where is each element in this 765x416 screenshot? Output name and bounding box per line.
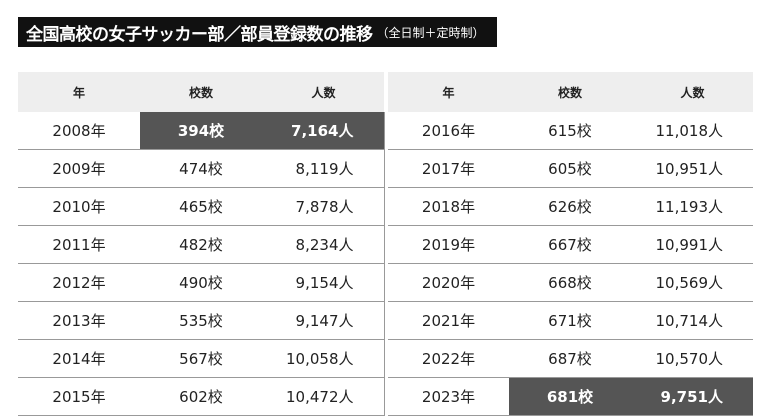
table-cell: 2013年 (18, 301, 140, 340)
table-body: 2008年 394校 7,164人 2016年 615校 11,018人 2009年 474校… (18, 112, 753, 416)
table-row: 2011年 482校 8,234人 2019年 667校 10,991人 (18, 225, 753, 264)
table-row: 2009年 474校 8,119人 2017年 605校 10,951人 (18, 149, 753, 188)
table-cell: 2020年 (388, 263, 509, 302)
header-cell: 年 (388, 72, 509, 112)
gap (383, 339, 388, 378)
table-cell: 2015年 (18, 377, 140, 416)
table-cell: 2009年 (18, 149, 140, 188)
table-cell: 626校 (509, 187, 631, 226)
table-cell: 615校 (509, 112, 631, 150)
table-cell: 8,119人 (262, 149, 384, 188)
table-cell: 10,951人 (631, 149, 753, 188)
table-row: 2013年 535校 9,147人 2021年 671校 10,714人 (18, 301, 753, 340)
gap (383, 377, 388, 416)
table-cell: 7,878人 (262, 187, 384, 226)
table-cell: 667校 (509, 225, 631, 264)
gap (383, 187, 388, 226)
table-cell: 681校 (509, 377, 631, 416)
title: 全国高校の女子サッカー部／部員登録数の推移 (26, 24, 373, 45)
table-cell: 2010年 (18, 187, 140, 226)
table-cell: 671校 (509, 301, 631, 340)
gap (383, 301, 388, 340)
gap (383, 263, 388, 302)
gap (383, 225, 388, 264)
table-row: 2008年 394校 7,164人 2016年 615校 11,018人 (18, 112, 753, 150)
table-cell: 2018年 (388, 187, 509, 226)
table-cell: 394校 (140, 112, 262, 150)
table-cell: 9,751人 (631, 377, 753, 416)
table-cell: 490校 (140, 263, 262, 302)
table-cell: 465校 (140, 187, 262, 226)
table-cell: 2021年 (388, 301, 509, 340)
table-cell: 2011年 (18, 225, 140, 264)
table-cell: 668校 (509, 263, 631, 302)
table-cell: 474校 (140, 149, 262, 188)
gap (384, 72, 388, 112)
table-cell: 2016年 (388, 112, 509, 150)
header-cell: 校数 (509, 72, 631, 112)
gap (383, 149, 388, 188)
table-cell: 10,569人 (631, 263, 753, 302)
table-cell: 10,570人 (631, 339, 753, 378)
page: 全国高校の女子サッカー部／部員登録数の推移 （全日制＋定時制） 年校数 人数年校数… (18, 17, 753, 416)
table-cell: 2023年 (388, 377, 509, 416)
header-cell: 人数 (631, 72, 753, 112)
table-cell: 2008年 (18, 112, 140, 150)
table-cell: 8,234人 (262, 225, 384, 264)
table-row: 2015年 602校 10,472人 2023年 681校 9,751人 (18, 377, 753, 416)
table-cell: 2022年 (388, 339, 509, 378)
header-cell: 校数 (140, 72, 262, 112)
table-cell: 602校 (140, 377, 262, 416)
table-cell: 7,164人 (262, 112, 384, 150)
header-row: 年校数 人数年校数 人数 (18, 72, 753, 112)
table-cell: 11,018人 (631, 112, 753, 150)
table-cell: 11,193人 (631, 187, 753, 226)
table-cell: 2017年 (388, 149, 509, 188)
table-cell: 10,991人 (631, 225, 753, 264)
table-cell: 2012年 (18, 263, 140, 302)
table-cell: 9,147人 (262, 301, 384, 340)
data-table: 年校数 人数年校数 人数 2008年 394校 7,164人 2016年 615校 11,01… (18, 72, 753, 416)
table-cell: 2019年 (388, 225, 509, 264)
header-cell: 年 (18, 72, 140, 112)
table-cell: 605校 (509, 149, 631, 188)
table-cell: 2014年 (18, 339, 140, 378)
table-cell: 10,472人 (262, 377, 384, 416)
table-row: 2012年 490校 9,154人 2020年 668校 10,569人 (18, 263, 753, 302)
table-cell: 10,058人 (262, 339, 384, 378)
table-cell: 9,154人 (262, 263, 384, 302)
table-cell: 567校 (140, 339, 262, 378)
table-row: 2014年 567校 10,058人 2022年 687校 10,570人 (18, 339, 753, 378)
table-cell: 687校 (509, 339, 631, 378)
header-cell: 人数 (262, 72, 384, 112)
title-bar: 全国高校の女子サッカー部／部員登録数の推移 （全日制＋定時制） (18, 17, 497, 47)
subtitle: （全日制＋定時制） (376, 25, 485, 40)
table-cell: 482校 (140, 225, 262, 264)
table-cell: 10,714人 (631, 301, 753, 340)
table-row: 2010年 465校 7,878人 2018年 626校 11,193人 (18, 187, 753, 226)
table-cell: 535校 (140, 301, 262, 340)
gap (383, 112, 388, 150)
